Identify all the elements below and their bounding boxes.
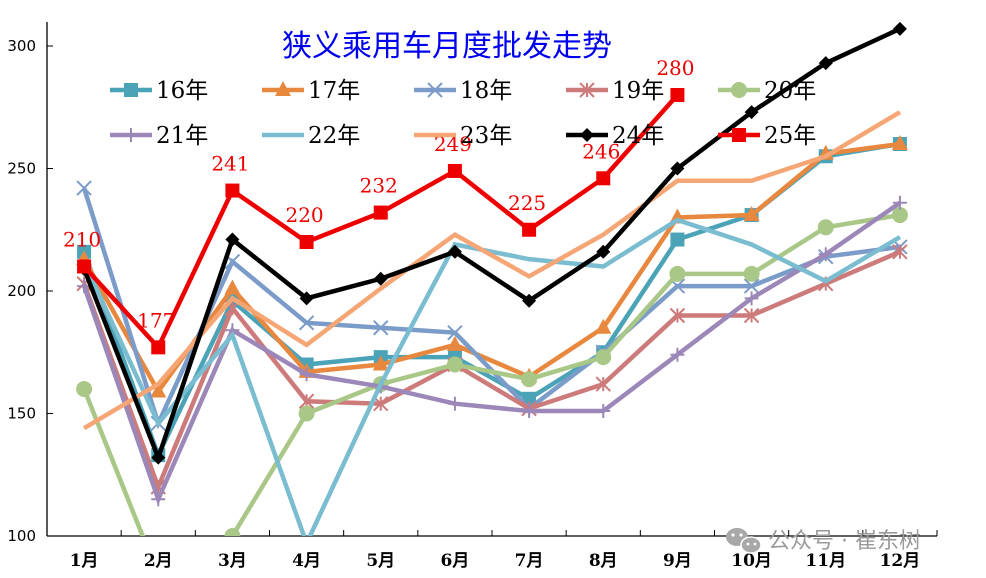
y-tick-label: 250 bbox=[7, 160, 36, 178]
x-tick-label: 9月 bbox=[663, 551, 692, 571]
legend-item-23年: 23年 bbox=[414, 123, 512, 149]
legend-label: 20年 bbox=[764, 78, 816, 104]
x-tick-label: 10月 bbox=[731, 551, 772, 571]
watermark: 公众号 · 崔东树 bbox=[726, 528, 921, 554]
legend-item-24年: 24年 bbox=[566, 123, 664, 149]
legend-label: 22年 bbox=[308, 123, 360, 149]
x-tick-label: 8月 bbox=[589, 551, 618, 571]
series-22年 bbox=[82, 217, 902, 536]
legend-item-25年: 25年 bbox=[718, 123, 816, 149]
x-tick-label: 11月 bbox=[805, 551, 846, 571]
legend-label: 17年 bbox=[308, 78, 360, 104]
wechat-icon bbox=[726, 528, 762, 554]
legend-item-21年: 21年 bbox=[110, 123, 208, 149]
data-label: 220 bbox=[285, 203, 323, 227]
x-tick-label: 4月 bbox=[292, 551, 321, 571]
series-23年 bbox=[82, 110, 902, 431]
series-17年 bbox=[76, 135, 908, 398]
y-tick-label: 200 bbox=[7, 282, 36, 300]
x-tick-label: 1月 bbox=[70, 551, 99, 571]
chart-series bbox=[76, 21, 908, 536]
data-label: 232 bbox=[360, 174, 398, 198]
legend-label: 21年 bbox=[156, 123, 208, 149]
y-tick-label: 300 bbox=[7, 37, 36, 55]
chart-title: 狭义乘用车月度批发走势 bbox=[282, 29, 612, 64]
y-tick-label: 100 bbox=[7, 527, 36, 545]
series-16年 bbox=[77, 137, 907, 463]
data-label: 210 bbox=[63, 228, 101, 252]
legend-label: 25年 bbox=[764, 123, 816, 149]
legend-item-20年: 20年 bbox=[718, 78, 816, 104]
data-label: 177 bbox=[137, 308, 175, 332]
watermark-text: 公众号 · 崔东树 bbox=[768, 529, 921, 554]
x-tick-label: 12月 bbox=[880, 551, 921, 571]
x-tick-label: 5月 bbox=[366, 551, 395, 571]
legend-label: 24年 bbox=[612, 123, 664, 149]
chart-legend: 16年 17年 18年 19年 20年 21年 22年 23年 24年 25年 bbox=[110, 78, 816, 149]
legend-item-17年: 17年 bbox=[262, 78, 360, 104]
data-label: 280 bbox=[656, 56, 694, 80]
x-tick-label: 2月 bbox=[144, 551, 173, 571]
series-21年 bbox=[77, 195, 907, 507]
series-24年 bbox=[77, 21, 907, 465]
data-label: 225 bbox=[508, 191, 546, 215]
data-label: 246 bbox=[582, 139, 620, 163]
legend-label: 23年 bbox=[460, 123, 512, 149]
x-tick-label: 6月 bbox=[440, 551, 469, 571]
legend-item-16年: 16年 bbox=[110, 78, 208, 104]
x-tick-label: 7月 bbox=[515, 551, 544, 571]
data-label: 241 bbox=[211, 152, 249, 176]
series-25年 bbox=[77, 88, 685, 355]
chart-axes: 100 150 200 250 300 1月 2月 3月 4月 5月 6月 7月 8月 9月 10月 11月 1… bbox=[7, 22, 938, 571]
x-tick-label: 3月 bbox=[218, 551, 247, 571]
series-20年 bbox=[76, 207, 908, 536]
legend-label: 19年 bbox=[612, 78, 664, 104]
legend-item-19年: 19年 bbox=[566, 78, 664, 104]
legend-label: 16年 bbox=[156, 78, 208, 104]
y-tick-label: 150 bbox=[7, 405, 36, 423]
legend-label: 18年 bbox=[460, 78, 512, 104]
legend-item-18年: 18年 bbox=[414, 78, 512, 104]
series-18年 bbox=[76, 180, 908, 432]
legend-item-22年: 22年 bbox=[262, 123, 360, 149]
